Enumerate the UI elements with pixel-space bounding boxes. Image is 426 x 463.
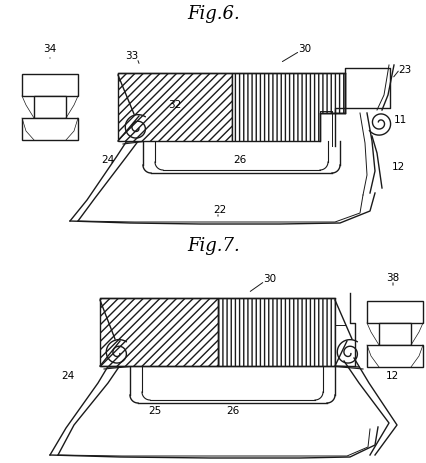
Bar	[366, 301, 422, 323]
Text: 24: 24	[101, 155, 114, 165]
Text: 12: 12	[385, 370, 398, 380]
Polygon shape	[100, 298, 218, 366]
Text: 25: 25	[148, 405, 161, 415]
Text: 23: 23	[397, 65, 411, 75]
Text: 34: 34	[43, 44, 57, 54]
Text: 26: 26	[226, 405, 239, 415]
Bar	[22, 75, 78, 97]
Bar	[22, 119, 78, 141]
Text: 26: 26	[233, 155, 246, 165]
Text: 33: 33	[125, 51, 138, 61]
Text: 30: 30	[298, 44, 311, 54]
Polygon shape	[218, 298, 334, 366]
Bar	[34, 97, 66, 119]
Bar	[378, 323, 410, 345]
Polygon shape	[118, 74, 231, 142]
Text: 24: 24	[61, 370, 75, 380]
Text: Fig.6.: Fig.6.	[187, 5, 239, 23]
Text: 12: 12	[391, 162, 404, 172]
Bar	[366, 345, 422, 367]
Text: 38: 38	[386, 272, 399, 282]
Text: 30: 30	[263, 274, 276, 283]
Text: Fig.7.: Fig.7.	[187, 237, 239, 255]
Polygon shape	[231, 74, 344, 142]
Text: 32: 32	[168, 100, 181, 110]
Text: 22: 22	[213, 205, 226, 214]
Text: 11: 11	[392, 115, 406, 125]
